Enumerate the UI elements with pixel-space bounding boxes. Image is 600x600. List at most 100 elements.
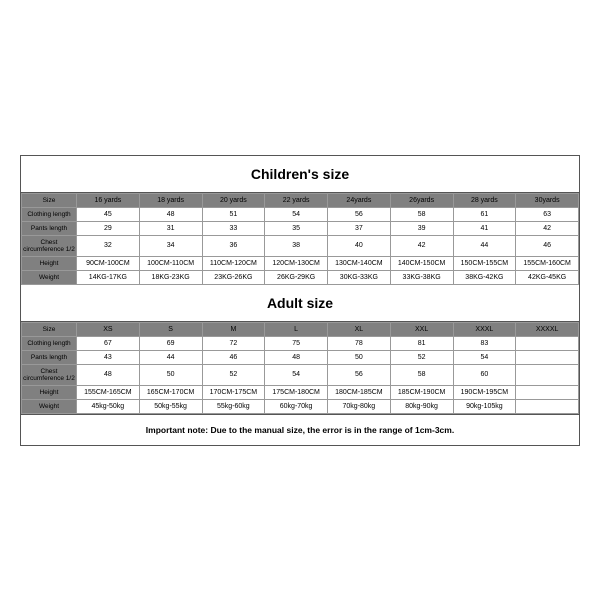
cell: 54 xyxy=(265,207,328,221)
cell: 81 xyxy=(390,336,453,350)
cell xyxy=(516,350,579,364)
col-size: Size xyxy=(22,193,77,207)
cell: 54 xyxy=(265,364,328,385)
cell: 180CM-185CM xyxy=(328,385,391,399)
col-18: 18 yards xyxy=(139,193,202,207)
table-row: Pants length 29 31 33 35 37 39 41 42 xyxy=(22,221,579,235)
row-label: Chest circumference 1/2 xyxy=(22,364,77,385)
cell: 67 xyxy=(77,336,140,350)
col-m: M xyxy=(202,322,265,336)
cell: 42KG-45KG xyxy=(516,270,579,284)
cell: 185CM-190CM xyxy=(390,385,453,399)
cell: 44 xyxy=(139,350,202,364)
cell: 38 xyxy=(265,235,328,256)
cell: 14KG-17KG xyxy=(77,270,140,284)
cell: 52 xyxy=(202,364,265,385)
cell: 56 xyxy=(328,364,391,385)
cell: 60kg-70kg xyxy=(265,399,328,413)
cell: 190CM-195CM xyxy=(453,385,516,399)
cell: 110CM-120CM xyxy=(202,256,265,270)
children-header-row: Size 16 yards 18 yards 20 yards 22 yards… xyxy=(22,193,579,207)
cell: 90CM-100CM xyxy=(77,256,140,270)
cell: 150CM-155CM xyxy=(453,256,516,270)
col-30: 30yards xyxy=(516,193,579,207)
cell: 54 xyxy=(453,350,516,364)
col-size: Size xyxy=(22,322,77,336)
col-xxxl: XXXL xyxy=(453,322,516,336)
cell: 72 xyxy=(202,336,265,350)
important-note: Important note: Due to the manual size, … xyxy=(21,414,579,445)
cell: 63 xyxy=(516,207,579,221)
cell: 33KG-38KG xyxy=(390,270,453,284)
cell: 58 xyxy=(390,207,453,221)
cell: 34 xyxy=(139,235,202,256)
cell: 45kg-50kg xyxy=(77,399,140,413)
table-row: Weight 45kg-50kg 50kg-55kg 55kg-60kg 60k… xyxy=(22,399,579,413)
cell xyxy=(516,385,579,399)
cell: 56 xyxy=(328,207,391,221)
cell: 42 xyxy=(390,235,453,256)
cell: 48 xyxy=(265,350,328,364)
cell: 120CM-130CM xyxy=(265,256,328,270)
row-label: Height xyxy=(22,256,77,270)
row-label: Height xyxy=(22,385,77,399)
cell: 130CM-140CM xyxy=(328,256,391,270)
cell: 48 xyxy=(77,364,140,385)
cell: 41 xyxy=(453,221,516,235)
cell: 100CM-110CM xyxy=(139,256,202,270)
adult-header-row: Size XS S M L XL XXL XXXL XXXXL xyxy=(22,322,579,336)
row-label: Weight xyxy=(22,399,77,413)
col-s: S xyxy=(139,322,202,336)
children-title: Children's size xyxy=(21,156,579,193)
cell: 83 xyxy=(453,336,516,350)
cell: 18KG-23KG xyxy=(139,270,202,284)
col-28: 28 yards xyxy=(453,193,516,207)
cell: 48 xyxy=(139,207,202,221)
cell: 46 xyxy=(202,350,265,364)
adult-title: Adult size xyxy=(21,285,579,322)
cell: 51 xyxy=(202,207,265,221)
row-label: Pants length xyxy=(22,221,77,235)
table-row: Clothing length 45 48 51 54 56 58 61 63 xyxy=(22,207,579,221)
row-label: Clothing length xyxy=(22,207,77,221)
cell: 69 xyxy=(139,336,202,350)
cell: 36 xyxy=(202,235,265,256)
cell: 50 xyxy=(328,350,391,364)
cell: 42 xyxy=(516,221,579,235)
cell: 80kg-90kg xyxy=(390,399,453,413)
table-row: Height 155CM-165CM 165CM-170CM 170CM-175… xyxy=(22,385,579,399)
cell: 50kg-55kg xyxy=(139,399,202,413)
cell: 155CM-165CM xyxy=(77,385,140,399)
cell: 90kg-105kg xyxy=(453,399,516,413)
col-xl: XL xyxy=(328,322,391,336)
table-row: Chest circumference 1/2 48 50 52 54 56 5… xyxy=(22,364,579,385)
cell: 44 xyxy=(453,235,516,256)
cell: 175CM-180CM xyxy=(265,385,328,399)
table-row: Chest circumference 1/2 32 34 36 38 40 4… xyxy=(22,235,579,256)
col-22: 22 yards xyxy=(265,193,328,207)
table-row: Clothing length 67 69 72 75 78 81 83 xyxy=(22,336,579,350)
size-chart-wrapper: Children's size Size 16 yards 18 yards 2… xyxy=(20,155,580,446)
children-table: Size 16 yards 18 yards 20 yards 22 yards… xyxy=(21,193,579,285)
row-label: Clothing length xyxy=(22,336,77,350)
cell: 61 xyxy=(453,207,516,221)
cell: 45 xyxy=(77,207,140,221)
cell xyxy=(516,336,579,350)
cell: 32 xyxy=(77,235,140,256)
cell: 170CM-175CM xyxy=(202,385,265,399)
row-label: Pants length xyxy=(22,350,77,364)
adult-table: Size XS S M L XL XXL XXXL XXXXL Clothing… xyxy=(21,322,579,414)
cell: 46 xyxy=(516,235,579,256)
cell: 60 xyxy=(453,364,516,385)
cell: 29 xyxy=(77,221,140,235)
cell: 155CM-160CM xyxy=(516,256,579,270)
cell: 58 xyxy=(390,364,453,385)
table-row: Pants length 43 44 46 48 50 52 54 xyxy=(22,350,579,364)
cell: 33 xyxy=(202,221,265,235)
col-20: 20 yards xyxy=(202,193,265,207)
row-label: Weight xyxy=(22,270,77,284)
cell: 50 xyxy=(139,364,202,385)
table-row: Height 90CM-100CM 100CM-110CM 110CM-120C… xyxy=(22,256,579,270)
col-24: 24yards xyxy=(328,193,391,207)
table-row: Weight 14KG-17KG 18KG-23KG 23KG-26KG 26K… xyxy=(22,270,579,284)
